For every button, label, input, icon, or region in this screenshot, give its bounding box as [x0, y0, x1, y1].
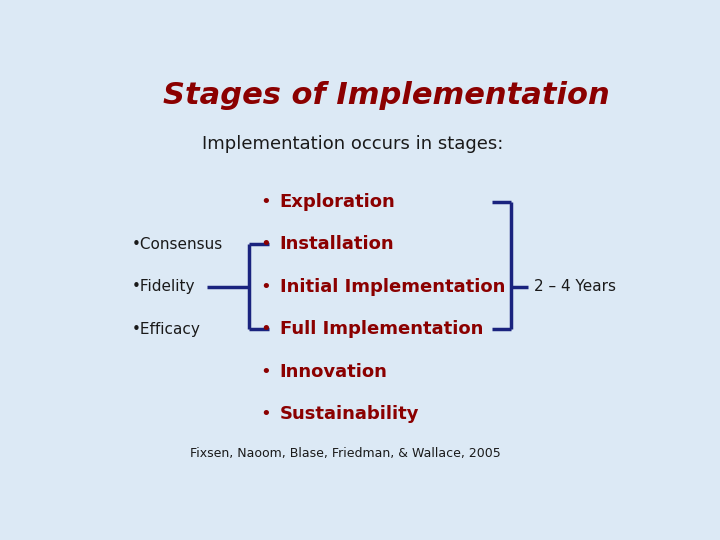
Text: Installation: Installation [280, 235, 395, 253]
Text: Initial Implementation: Initial Implementation [280, 278, 505, 296]
Text: •: • [261, 363, 271, 381]
Text: •: • [261, 278, 271, 296]
Text: Fixsen, Naoom, Blase, Friedman, & Wallace, 2005: Fixsen, Naoom, Blase, Friedman, & Wallac… [190, 447, 501, 460]
Text: Full Implementation: Full Implementation [280, 320, 483, 338]
Text: •: • [261, 405, 271, 423]
Text: Sustainability: Sustainability [280, 405, 419, 423]
Text: Innovation: Innovation [280, 363, 387, 381]
Text: Stages of Implementation: Stages of Implementation [163, 82, 609, 111]
Text: •Efficacy: •Efficacy [132, 322, 201, 337]
Text: •: • [261, 320, 271, 338]
Text: •: • [261, 193, 271, 211]
Text: 2 – 4 Years: 2 – 4 Years [534, 279, 616, 294]
Text: •Consensus: •Consensus [132, 237, 223, 252]
Text: •: • [261, 235, 271, 253]
Text: Exploration: Exploration [280, 193, 395, 211]
Text: Implementation occurs in stages:: Implementation occurs in stages: [202, 136, 503, 153]
Text: •Fidelity: •Fidelity [132, 279, 195, 294]
